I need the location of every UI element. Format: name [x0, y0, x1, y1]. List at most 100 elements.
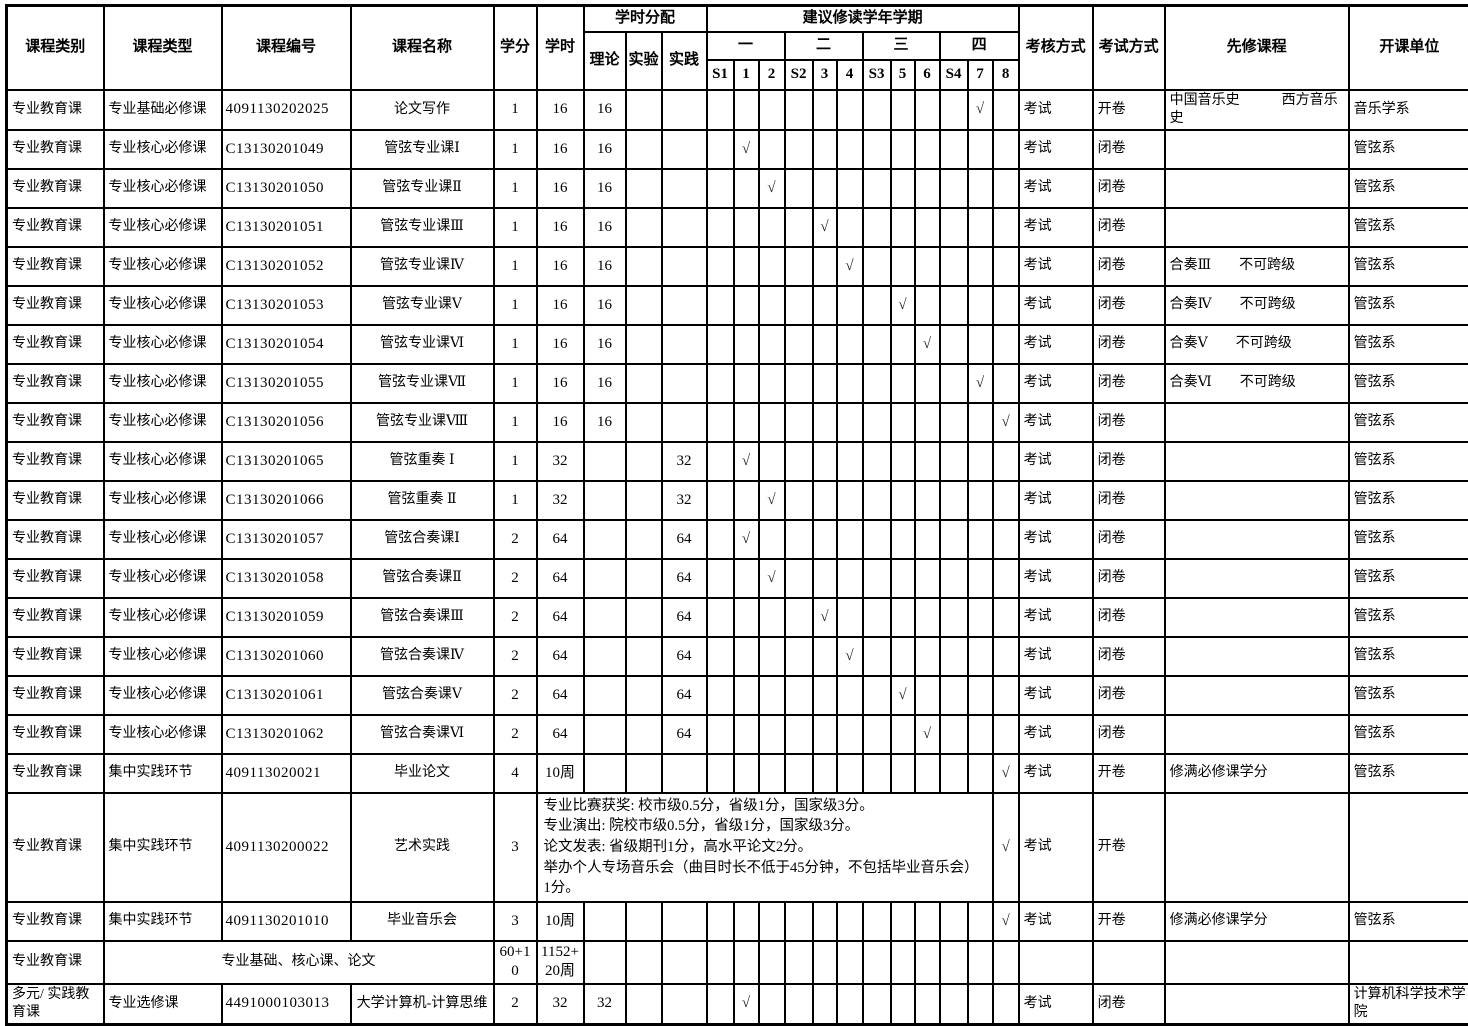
cell-credits: 2 — [494, 598, 537, 637]
cell-unit: 计算机科学技术学院 — [1349, 984, 1468, 1025]
cell-summary-name: 专业基础、核心课、论文 — [104, 941, 494, 984]
semester-cell — [940, 481, 968, 520]
semester-cell — [707, 442, 734, 481]
semester-cell — [863, 559, 891, 598]
cell-assess: 考试 — [1019, 559, 1093, 598]
cell-theory: 16 — [584, 364, 626, 403]
semester-cell — [993, 941, 1019, 984]
semester-cell — [968, 637, 993, 676]
cell-lab — [626, 325, 662, 364]
semester-cell — [915, 902, 940, 941]
cell-unit: 管弦系 — [1349, 208, 1468, 247]
semester-cell — [940, 637, 968, 676]
cell-prereq — [1165, 793, 1349, 902]
semester-cell — [734, 715, 759, 754]
cell-prereq: 合奏Ⅵ 不可跨级 — [1165, 364, 1349, 403]
cell-theory — [584, 520, 626, 559]
semester-cell — [891, 169, 915, 208]
cell-prereq — [1165, 676, 1349, 715]
cell-practice — [662, 169, 707, 208]
semester-cell — [707, 715, 734, 754]
cell-name: 毕业论文 — [351, 754, 494, 793]
semester-cell — [915, 637, 940, 676]
semester-cell — [734, 247, 759, 286]
semester-cell — [785, 984, 813, 1025]
semester-cell — [940, 247, 968, 286]
semester-cell — [759, 286, 785, 325]
cell-assess: 考试 — [1019, 286, 1093, 325]
semester-cell — [734, 676, 759, 715]
semester-cell — [968, 130, 993, 169]
cell-exam: 闭卷 — [1093, 715, 1165, 754]
cell-lab — [626, 286, 662, 325]
semester-cell — [837, 754, 863, 793]
cell-prereq — [1165, 715, 1349, 754]
semester-cell — [759, 941, 785, 984]
semester-cell — [837, 715, 863, 754]
cell-type: 专业核心必修课 — [104, 442, 222, 481]
semester-cell — [785, 364, 813, 403]
semester-cell — [813, 286, 837, 325]
semester-cell — [837, 598, 863, 637]
semester-cell — [993, 598, 1019, 637]
cell-category: 专业教育课 — [7, 130, 104, 169]
cell-practice: 64 — [662, 559, 707, 598]
cell-practice — [662, 902, 707, 941]
cell-hours: 64 — [537, 598, 584, 637]
semester-cell — [813, 902, 837, 941]
semester-cell — [759, 715, 785, 754]
semester-cell — [915, 559, 940, 598]
cell-unit: 管弦系 — [1349, 325, 1468, 364]
cell-practice: 32 — [662, 481, 707, 520]
cell-type: 专业核心必修课 — [104, 325, 222, 364]
semester-cell — [891, 130, 915, 169]
cell-credits: 1 — [494, 286, 537, 325]
cell-exam: 闭卷 — [1093, 559, 1165, 598]
semester-cell — [915, 208, 940, 247]
semester-cell — [993, 364, 1019, 403]
col-header-sem-S4: S4 — [940, 60, 968, 90]
cell-credits: 1 — [494, 130, 537, 169]
cell-hours: 16 — [537, 130, 584, 169]
semester-cell — [837, 559, 863, 598]
cell-code: C13130201060 — [222, 637, 351, 676]
cell-practice: 32 — [662, 442, 707, 481]
semester-cell — [968, 715, 993, 754]
cell-hours: 16 — [537, 286, 584, 325]
cell-type: 专业核心必修课 — [104, 520, 222, 559]
cell-lab — [626, 902, 662, 941]
cell-credits: 1 — [494, 325, 537, 364]
cell-code: 4491000103013 — [222, 984, 351, 1025]
cell-theory: 16 — [584, 90, 626, 130]
semester-cell — [707, 481, 734, 520]
semester-check-cell: √ — [915, 715, 940, 754]
cell-name: 管弦专业课Ⅰ — [351, 130, 494, 169]
semester-cell — [863, 130, 891, 169]
semester-cell — [813, 559, 837, 598]
semester-cell — [707, 90, 734, 130]
cell-unit: 管弦系 — [1349, 364, 1468, 403]
cell-assess: 考试 — [1019, 247, 1093, 286]
semester-cell — [759, 364, 785, 403]
cell-unit: 管弦系 — [1349, 481, 1468, 520]
cell-code: C13130201061 — [222, 676, 351, 715]
semester-cell — [785, 130, 813, 169]
semester-cell — [863, 442, 891, 481]
semester-cell — [915, 941, 940, 984]
cell-type: 专业核心必修课 — [104, 169, 222, 208]
cell-credits: 1 — [494, 90, 537, 130]
cell-type: 专业核心必修课 — [104, 481, 222, 520]
semester-cell — [837, 442, 863, 481]
cell-lab — [626, 442, 662, 481]
semester-cell — [759, 676, 785, 715]
cell-name: 管弦合奏课Ⅰ — [351, 520, 494, 559]
semester-cell — [993, 247, 1019, 286]
semester-check-cell: √ — [734, 442, 759, 481]
semester-cell — [940, 442, 968, 481]
semester-cell — [968, 984, 993, 1025]
col-header-hours: 学时 — [537, 6, 584, 90]
cell-practice — [662, 90, 707, 130]
